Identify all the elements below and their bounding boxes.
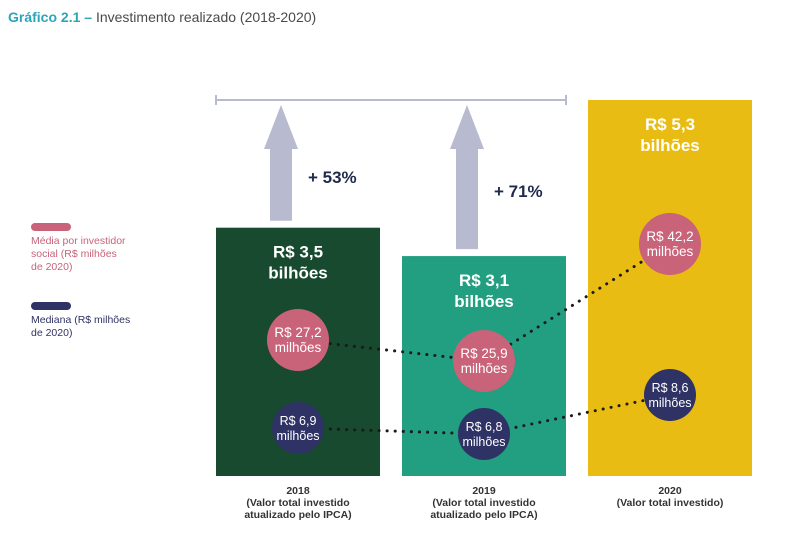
growth-arrow-2019 <box>450 105 484 250</box>
category-label-2020: 2020 (Valor total investido) <box>616 485 724 509</box>
series-point-1-2019 <box>458 408 510 460</box>
series-label-0-2018: R$ 27,2 milhões <box>274 325 321 355</box>
legend-item-mean: Média por investidor social (R$ milhões … <box>31 223 126 274</box>
legend-swatch-mean <box>31 223 71 231</box>
legend-label-mean: Média por investidor social (R$ milhões … <box>31 235 126 273</box>
series-label-0-2020: R$ 42,2 milhões <box>646 229 693 259</box>
chart-title-separator: – <box>84 9 93 25</box>
legend-item-median: Mediana (R$ milhões de 2020) <box>31 302 130 340</box>
bar-value-label-2020: R$ 5,3 bilhões <box>640 115 700 155</box>
growth-label-2018: + 53% <box>308 168 357 187</box>
series-point-1-2018 <box>272 402 324 454</box>
series-point-0-2018 <box>267 309 329 371</box>
series-point-1-2020 <box>644 369 696 421</box>
category-label-2019: 2019 (Valor total investido atualizado p… <box>430 485 538 521</box>
growth-arrow-2018 <box>264 105 298 221</box>
chart-title: Gráfico 2.1 – Investimento realizado (20… <box>8 9 316 25</box>
legend-label-median: Mediana (R$ milhões de 2020) <box>31 314 131 339</box>
series-label-0-2019: R$ 25,9 milhões <box>460 346 507 376</box>
bar-value-label-2019: R$ 3,1 bilhões <box>454 271 514 311</box>
series-label-1-2019: R$ 6,8 milhões <box>462 420 505 449</box>
series-label-1-2020: R$ 8,6 milhões <box>648 381 691 410</box>
chart-title-prefix: Gráfico 2.1 <box>8 9 81 25</box>
category-label-2018: 2018 (Valor total investido atualizado p… <box>244 485 352 521</box>
series-label-1-2018: R$ 6,9 milhões <box>276 414 319 443</box>
legend-swatch-median <box>31 302 71 310</box>
bar-value-label-2018: R$ 3,5 bilhões <box>268 243 328 283</box>
growth-label-2019: + 71% <box>494 182 543 201</box>
series-point-0-2019 <box>453 330 515 392</box>
chart-title-text: Investimento realizado (2018-2020) <box>95 9 317 25</box>
series-point-0-2020 <box>639 213 701 275</box>
